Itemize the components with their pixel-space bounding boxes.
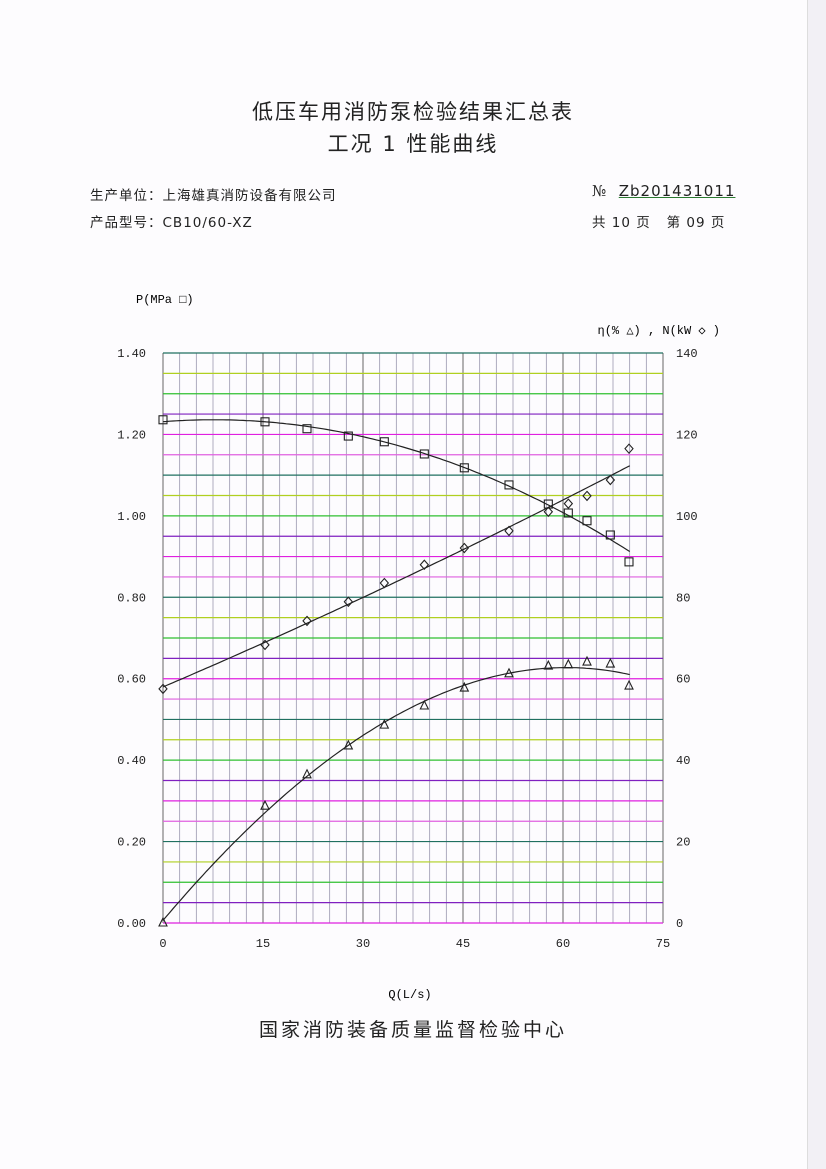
- pressure-point: [419, 449, 429, 459]
- pressure-point: [605, 530, 615, 540]
- pressure-point: [459, 463, 469, 473]
- issuing-organization: 国家消防装备质量监督检验中心: [258, 1019, 567, 1041]
- power-point: [605, 474, 616, 486]
- power-point: [504, 525, 514, 537]
- power-point: [582, 490, 592, 502]
- data-marks: [158, 415, 634, 927]
- report-subtitle: 工况 1 性能曲线: [327, 132, 499, 156]
- total-pages: 共 10 页: [592, 215, 651, 231]
- pressure-point: [624, 557, 634, 567]
- efficiency-point: [260, 799, 270, 810]
- x-tick-label: 30: [356, 937, 370, 951]
- manufacturer-label: 生产单位：: [90, 188, 163, 204]
- power-point: [419, 559, 430, 571]
- efficiency-point: [563, 658, 574, 669]
- no-symbol: №: [592, 182, 608, 200]
- doc-no-row: № Zb201431011: [592, 182, 735, 200]
- power-point: [302, 615, 312, 627]
- current-page: 第 09 页: [666, 215, 726, 231]
- grid: [162, 352, 664, 924]
- efficiency-point: [343, 739, 354, 750]
- y-left-tick-label: 1.40: [117, 347, 146, 361]
- y-left-tick-label: 0.00: [117, 917, 146, 931]
- manufacturer-value: 上海雄真消防设备有限公司: [162, 188, 337, 204]
- pressure-point: [343, 431, 353, 441]
- y-left-tick-label: 0.60: [117, 673, 146, 687]
- model-label: 产品型号：: [90, 215, 163, 231]
- power-point: [260, 639, 270, 651]
- model-value: CB10/60-XZ: [162, 215, 253, 231]
- efficiency-point: [504, 667, 514, 678]
- x-tick-label: 45: [456, 937, 470, 951]
- pressure-point: [504, 480, 514, 490]
- power-point: [543, 506, 554, 518]
- power-point: [563, 498, 574, 509]
- page-info: 共 10 页 第 09 页: [592, 211, 725, 231]
- pressure-point: [582, 516, 592, 526]
- y-right-tick-label: 80: [676, 591, 690, 605]
- tick-labels: 0 15 30 45 60 75 0.00 0.20 0.40 0.60 0.80 1.00 1.20 1…: [117, 347, 697, 951]
- x-tick-label: 60: [556, 937, 570, 951]
- page-edge: [807, 0, 826, 1169]
- y-left-tick-label: 1.20: [117, 428, 146, 442]
- x-tick-label: 75: [656, 937, 670, 951]
- y-right-label: η(% △) , N(kW ◇ ): [598, 324, 720, 338]
- report-title: 低压车用消防泵检验结果汇总表: [252, 100, 574, 124]
- efficiency-point: [419, 699, 430, 710]
- power-point: [459, 542, 470, 554]
- efficiency-point: [302, 768, 312, 779]
- efficiency-point: [605, 657, 616, 668]
- y-right-tick-label: 20: [676, 836, 690, 850]
- efficiency-point: [543, 659, 554, 670]
- power-point: [158, 683, 168, 695]
- efficiency-point: [379, 718, 390, 729]
- pressure-point: [260, 417, 270, 427]
- pressure-point: [302, 424, 312, 434]
- model-row: 产品型号：CB10/60-XZ: [90, 211, 253, 231]
- y-right-tick-label: 140: [676, 347, 698, 361]
- x-tick-label: 15: [256, 937, 270, 951]
- y-left-tick-label: 0.80: [117, 591, 146, 605]
- doc-number: Zb201431011: [618, 182, 736, 200]
- power-point: [343, 596, 354, 608]
- efficiency-point: [158, 916, 168, 927]
- y-right-tick-label: 40: [676, 754, 690, 768]
- pressure-point: [563, 508, 573, 518]
- pressure-point: [379, 437, 389, 447]
- y-right-tick-label: 60: [676, 673, 690, 687]
- power-point: [624, 443, 634, 455]
- pressure-point: [158, 415, 168, 425]
- y-right-tick-label: 120: [676, 428, 698, 442]
- efficiency-point: [582, 655, 592, 666]
- y-left-tick-label: 0.20: [117, 836, 146, 850]
- x-tick-label: 0: [159, 937, 166, 951]
- y-left-label: P(MPa □): [136, 293, 194, 307]
- y-right-tick-label: 100: [676, 510, 698, 524]
- x-axis-label: Q(L/s): [388, 988, 431, 1002]
- y-right-tick-label: 0: [676, 917, 683, 931]
- manufacturer-row: 生产单位：上海雄真消防设备有限公司: [90, 184, 337, 204]
- efficiency-point: [459, 681, 470, 692]
- power-point: [379, 577, 390, 589]
- y-left-tick-label: 0.40: [117, 754, 146, 768]
- y-left-tick-label: 1.00: [117, 510, 146, 524]
- efficiency-point: [624, 679, 634, 690]
